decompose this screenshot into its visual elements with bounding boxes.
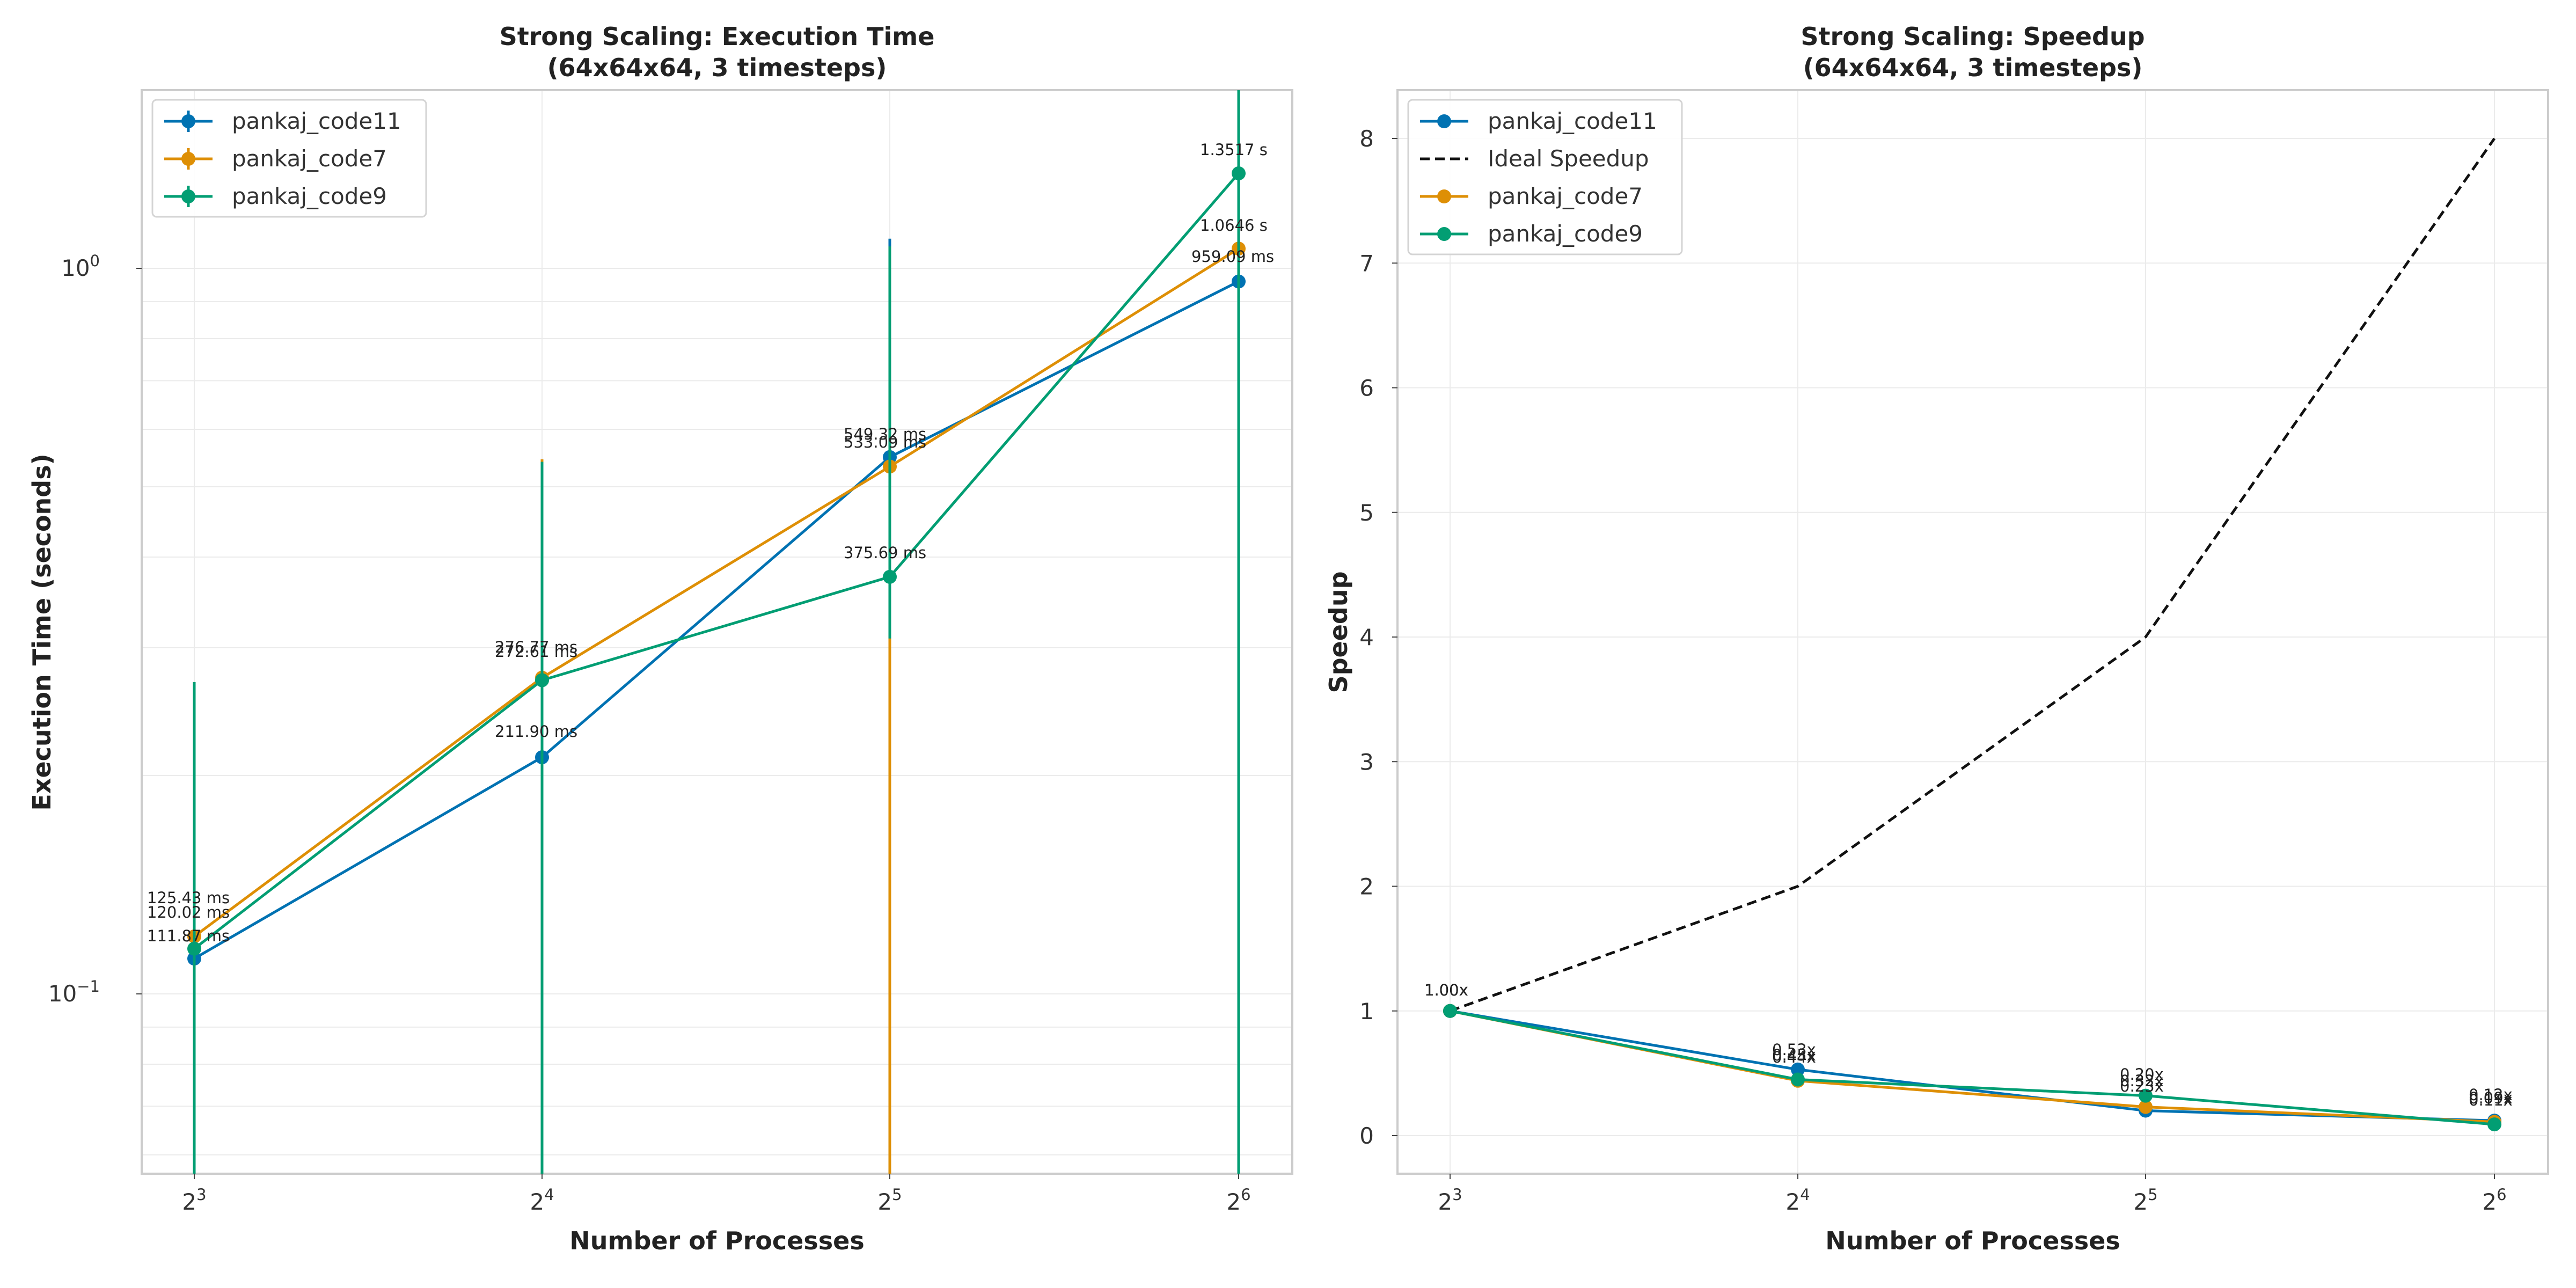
data-label: 0.12x [2469,1086,2513,1104]
y-tick-label: 2 [1359,874,1374,900]
data-label: 0.20x [2120,1065,2164,1084]
data-point [1232,166,1246,181]
data-point [2139,1088,2153,1103]
x-tick-label: 24 [1785,1185,1810,1215]
data-label: 0.32x [2120,1072,2164,1090]
y-tick-label: 7 [1359,250,1374,276]
legend-frame [151,99,427,218]
series-pankaj_code9 [1443,1004,2501,1132]
data-label: 0.45x [1772,1046,1816,1064]
data-label: 959.09 ms [1191,247,1274,266]
legend-marker [1437,189,1451,203]
series-line [193,247,1240,938]
data-label: 125.43 ms [147,889,230,907]
data-label: 272.61 ms [495,642,577,661]
plot-frame [141,89,1293,1175]
legend-label: pankaj_code7 [232,145,387,172]
data-label: 0.11x [2469,1091,2513,1109]
y-tick-label: 0 [1359,1123,1374,1149]
y-tick-label: 100 [61,252,100,281]
x-tick-label: 26 [2482,1185,2506,1215]
x-tick-label: 24 [530,1185,554,1215]
series-line [193,280,1240,960]
legend: pankaj_code11 pankaj_code7 pankaj_code9 [151,99,427,218]
data-label: 549.32 ms [844,425,926,443]
data-label: 1.00x [1424,981,1468,999]
data-label: 120.02 ms [147,903,230,921]
series-line [193,172,1240,950]
legend-label: pankaj_code7 [1488,183,1643,209]
y-tick-label: 4 [1359,624,1374,650]
data-label: 1.3517 s [1200,141,1268,159]
x-axis-label: Number of Processes [1825,1226,2120,1255]
legend-item: pankaj_code11 [164,108,401,134]
chart-title: Strong Scaling: Execution Time (64x64x64,… [500,22,935,82]
y-axis-label: Execution Time (seconds) [27,453,56,810]
legend-label: pankaj_code11 [232,108,401,134]
series-line [1450,1009,2495,1126]
legend-marker [181,189,195,203]
legend-item: pankaj_code9 [1420,221,1643,247]
legend-label: pankaj_code9 [1488,221,1643,247]
y-tick-label: 8 [1359,126,1374,152]
data-point [883,569,897,584]
data-label: 375.69 ms [844,544,926,562]
data-label: 0.53x [1772,1041,1816,1059]
x-tick-label: 25 [2133,1185,2157,1215]
data-label: 0.09x [2469,1089,2513,1107]
data-point [1443,1004,1457,1018]
y-axis-label: Speedup [1324,571,1353,693]
data-label: 276.77 ms [495,638,577,656]
data-label: 211.90 ms [495,722,577,741]
data-label: 0.23x [2120,1077,2164,1095]
data-point [1791,1072,1805,1087]
data-point [1791,1062,1805,1077]
series-ideal-speedup [1450,137,2496,1013]
data-point [535,673,549,687]
series-pankaj_code9 [187,90,1246,1174]
series-line [1450,137,2496,1013]
y-tick-label: 5 [1359,500,1374,526]
data-point [2487,1117,2501,1132]
legend-item: pankaj_code7 [164,145,387,172]
legend-marker [181,114,195,128]
x-tick-label: 23 [1438,1185,1462,1215]
data-point [187,941,201,956]
data-label: 1.00x [1424,981,1468,999]
legend-item: pankaj_code7 [1420,183,1643,209]
y-tick-label: 1 [1359,998,1374,1024]
legend-marker [181,152,195,166]
legend-marker [1437,227,1451,241]
x-tick-label: 25 [877,1185,902,1215]
data-label: 111.87 ms [147,927,230,945]
chart-title: Strong Scaling: Speedup (64x64x64, 3 time… [1801,22,2145,82]
legend-item: pankaj_code11 [1420,108,1657,134]
legend-label: Ideal Speedup [1488,145,1649,172]
legend-label: pankaj_code9 [232,183,387,209]
plot-frame [1396,89,2549,1175]
legend-label: pankaj_code11 [1488,108,1657,134]
data-label: 0.44x [1772,1048,1816,1066]
x-axis-label: Number of Processes [569,1226,864,1255]
legend-frame [1407,99,1683,255]
data-label: 533.09 ms [844,433,926,451]
data-point [2139,1100,2153,1114]
y-tick-label: 10−1 [48,977,100,1007]
x-tick-label: 23 [182,1185,206,1215]
legend-marker [1437,114,1451,128]
y-tick-label: 3 [1359,749,1374,775]
execution-time-chart: 23 24 25 26 100 10−1 Strong Scaling: Execution… [27,22,1293,1255]
legend: pankaj_code11 Ideal Speedup pankaj_code7pa… [1407,99,1683,255]
legend-item: Ideal Speedup [1420,145,1649,172]
y-tick-label: 6 [1359,375,1374,401]
legend-item: pankaj_code9 [164,183,387,209]
data-label: 1.00x [1424,981,1468,999]
x-tick-label: 26 [1226,1185,1250,1215]
data-label: 1.0646 s [1200,216,1268,235]
